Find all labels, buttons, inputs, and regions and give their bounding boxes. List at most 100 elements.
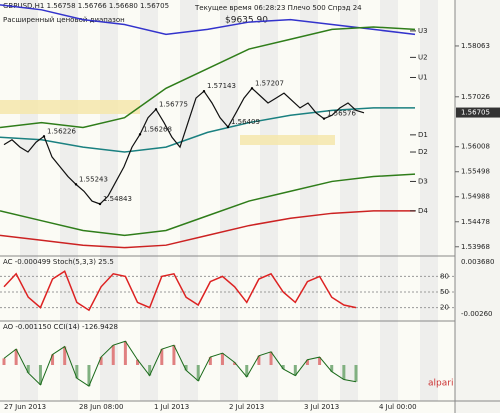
annotation-point bbox=[250, 87, 254, 90]
level-label: D3 bbox=[418, 177, 428, 185]
band bbox=[0, 210, 415, 249]
y-tick-label: 1.54988 bbox=[461, 193, 490, 201]
logo: alpari bbox=[428, 379, 453, 389]
cci-bar bbox=[318, 357, 322, 365]
y-tick-label: 50 bbox=[440, 288, 449, 296]
band bbox=[0, 26, 416, 129]
y-tick-label: 1.56008 bbox=[461, 143, 490, 151]
cci-bar bbox=[38, 365, 42, 385]
axis-label: 0.003680 bbox=[461, 258, 494, 266]
annotation-point bbox=[322, 117, 326, 120]
cci-bar bbox=[196, 365, 200, 381]
cci-bar bbox=[342, 365, 346, 380]
annotation-point bbox=[202, 90, 206, 93]
y-tick-label: 80 bbox=[440, 272, 449, 280]
cci-bar bbox=[111, 345, 115, 365]
cci-bar bbox=[281, 365, 285, 369]
level-label: D2 bbox=[418, 148, 428, 156]
y-tick-label: 1.53968 bbox=[461, 243, 490, 251]
cci-bar bbox=[184, 365, 188, 371]
session-stripe bbox=[300, 0, 318, 401]
cci-bar bbox=[160, 349, 164, 365]
annotation-point bbox=[226, 125, 230, 129]
cci-bar bbox=[233, 362, 237, 365]
cci-bar bbox=[208, 357, 212, 365]
cci-bar bbox=[14, 349, 18, 365]
y-tick-label: 1.55498 bbox=[461, 168, 490, 176]
cci-bar bbox=[269, 351, 273, 365]
band bbox=[0, 173, 416, 237]
stoch-title: AC -0.000499 Stoch(5,3,3) 25.5 bbox=[3, 258, 114, 266]
x-tick-label: 27 Jun 2013 bbox=[4, 403, 46, 411]
level-label: U3 bbox=[418, 27, 428, 35]
annotation-point bbox=[42, 135, 46, 138]
annotation: 1.54843 bbox=[103, 195, 132, 203]
cci-bar bbox=[87, 365, 91, 387]
y-tick-label: 1.57026 bbox=[461, 93, 490, 101]
annotation: 1.57207 bbox=[255, 79, 284, 87]
cci-bar bbox=[354, 365, 358, 382]
level-label: U1 bbox=[418, 73, 428, 81]
cci-title: AO -0.001150 CCI(14) -126.9428 bbox=[3, 323, 118, 331]
annotation-point bbox=[98, 202, 102, 206]
annotation: 1.56226 bbox=[47, 127, 76, 135]
annotation: 1.55243 bbox=[79, 175, 108, 183]
x-tick-label: 1 Jul 2013 bbox=[154, 403, 189, 411]
cci-bar bbox=[305, 359, 309, 365]
y-tick-label: 1.54478 bbox=[461, 218, 490, 226]
session-stripe bbox=[20, 0, 38, 401]
y-tick-label: 1.58063 bbox=[461, 42, 490, 50]
session-stripe bbox=[180, 0, 198, 401]
annotation-point bbox=[74, 183, 78, 186]
session-stripe bbox=[140, 0, 158, 401]
session-stripe bbox=[60, 0, 78, 401]
stoch-line bbox=[3, 270, 357, 312]
price-line bbox=[3, 87, 365, 205]
level-label: D1 bbox=[418, 131, 428, 139]
axis-label: -0.00260 bbox=[461, 310, 492, 318]
current-price: 1.56705 bbox=[461, 109, 490, 117]
level-label: U2 bbox=[418, 53, 428, 61]
cci-bar bbox=[26, 365, 30, 373]
session-stripe bbox=[380, 0, 398, 401]
cci-bar bbox=[220, 353, 224, 365]
band bbox=[0, 4, 416, 36]
cci-bar bbox=[148, 365, 152, 376]
cci-bar bbox=[257, 355, 261, 365]
cci-bar bbox=[136, 359, 140, 365]
session-stripe bbox=[420, 0, 438, 401]
zone bbox=[240, 135, 335, 145]
cci-bar bbox=[99, 357, 103, 365]
band bbox=[0, 107, 415, 153]
session-stripe bbox=[340, 0, 358, 401]
annotation: 1.56409 bbox=[231, 118, 260, 126]
annotation: 1.56268 bbox=[143, 125, 172, 133]
annotation: 1.56576 bbox=[327, 110, 356, 118]
annotation-point bbox=[154, 108, 158, 111]
annotation: 1.57143 bbox=[207, 82, 236, 90]
cci-bar bbox=[330, 365, 334, 372]
cci-bar bbox=[63, 346, 67, 365]
cci-bar bbox=[172, 345, 176, 365]
x-tick-label: 2 Jul 2013 bbox=[229, 403, 264, 411]
y-tick-label: 20 bbox=[440, 304, 449, 312]
subheader: Текущее время 06:28:23 Плечо 500 Спрэд 2… bbox=[194, 4, 362, 12]
cci-bar bbox=[51, 354, 55, 365]
header: GBPUSD,H1 1.56758 1.56766 1.56680 1.5670… bbox=[3, 2, 169, 10]
current-price-box bbox=[456, 107, 500, 118]
session-stripe bbox=[260, 0, 278, 401]
x-tick-label: 28 Jun 08:00 bbox=[79, 403, 123, 411]
x-tick-label: 4 Jul 00:00 bbox=[379, 403, 417, 411]
axis-bg bbox=[455, 0, 500, 413]
cci-bar bbox=[123, 341, 127, 365]
session-stripe bbox=[220, 0, 238, 401]
cci-bar bbox=[75, 365, 79, 379]
level-label: D4 bbox=[418, 207, 428, 215]
balance: $9635.90 bbox=[225, 16, 268, 26]
cci-bar bbox=[2, 358, 6, 365]
annotation-point bbox=[138, 133, 142, 136]
cci-bar bbox=[293, 365, 297, 376]
range-label: Расширенный ценовой диапазон bbox=[3, 16, 125, 24]
cci-line bbox=[3, 340, 357, 387]
